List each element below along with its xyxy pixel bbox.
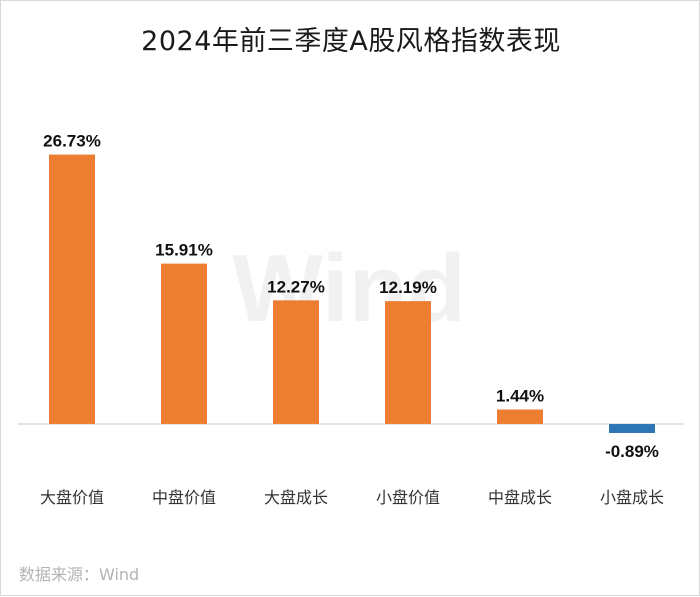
- data-label-6: -0.89%: [605, 442, 659, 461]
- bar-3: [273, 300, 319, 424]
- bar-4: [385, 301, 431, 424]
- data-source-note: 数据来源：Wind: [19, 565, 140, 584]
- data-label-2: 15.91%: [155, 241, 213, 260]
- data-label-1: 26.73%: [43, 132, 101, 151]
- data-label-5: 1.44%: [496, 386, 544, 405]
- chart-title: 2024年前三季度A股风格指数表现: [141, 26, 561, 57]
- category-label-5: 中盘成长: [488, 488, 552, 507]
- data-label-4: 12.19%: [379, 278, 437, 297]
- category-label-3: 大盘成长: [264, 488, 328, 507]
- data-label-3: 12.27%: [267, 277, 325, 296]
- bar-6: [609, 424, 655, 433]
- data-labels-group: 26.73% 15.91% 12.27% 12.19% 1.44% -0.89%: [43, 132, 659, 461]
- bar-2: [161, 263, 207, 424]
- category-label-1: 大盘价值: [40, 488, 104, 507]
- bar-1: [49, 154, 95, 425]
- category-label-6: 小盘成长: [600, 488, 664, 507]
- category-label-4: 小盘价值: [376, 488, 440, 507]
- bar-5: [497, 409, 543, 424]
- category-labels-group: 大盘价值 中盘价值 大盘成长 小盘价值 中盘成长 小盘成长: [40, 488, 664, 507]
- category-label-2: 中盘价值: [152, 488, 216, 507]
- bars-group: [49, 154, 655, 433]
